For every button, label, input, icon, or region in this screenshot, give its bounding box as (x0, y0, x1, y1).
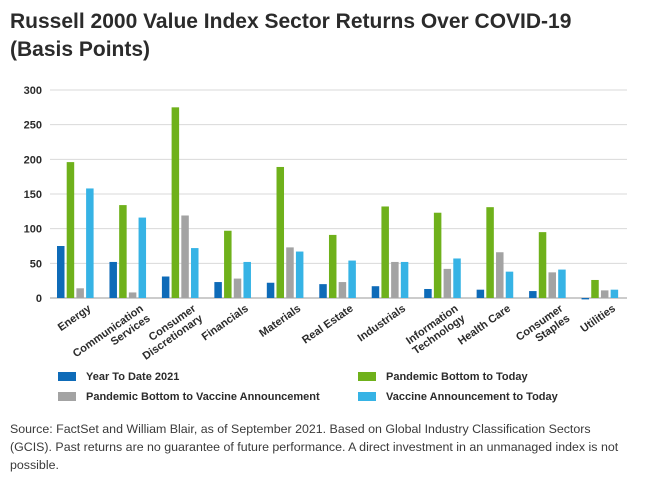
bar (600, 290, 609, 298)
bar (548, 272, 556, 298)
bar (66, 162, 75, 298)
y-tick-label: 0 (36, 293, 42, 305)
x-tick-label: Real Estate (300, 303, 355, 347)
x-tick-label: Financials (200, 303, 251, 344)
legend-label: Vaccine Announcement to Today (386, 391, 558, 403)
bar (476, 289, 485, 298)
bar (529, 291, 537, 298)
bar (161, 276, 170, 298)
legend-swatch (58, 391, 76, 401)
x-tick-label: ConsumerStaples (514, 302, 573, 353)
bar (171, 107, 180, 298)
bar (581, 298, 590, 300)
bar (496, 252, 504, 298)
chart-title: Russell 2000 Value Index Sector Returns … (10, 10, 572, 61)
bar (328, 234, 337, 298)
y-tick-label: 250 (24, 120, 42, 132)
legend-swatch (358, 391, 376, 401)
bar (109, 261, 117, 298)
legend-swatch (58, 371, 76, 381)
x-tick-label: Industrials (356, 303, 408, 345)
bar (57, 246, 65, 298)
bar (191, 248, 199, 298)
y-tick-label: 200 (24, 154, 42, 166)
bar (486, 207, 494, 298)
bar (233, 278, 242, 298)
bar (266, 282, 275, 298)
chart: 050100150200250300EnergyCommunicationSer… (24, 85, 627, 363)
bar (443, 268, 452, 298)
bar (128, 292, 137, 298)
bar (243, 261, 251, 298)
bar (610, 289, 619, 298)
x-tick-label: Utilities (578, 303, 617, 336)
legend-item-pandemic-bottom-to-today: Pandemic Bottom to Today (358, 370, 528, 384)
legend-label: Pandemic Bottom to Vaccine Announcement (86, 391, 320, 403)
x-tick-label: InformationTechnology (404, 302, 468, 357)
y-tick-label: 150 (24, 189, 42, 201)
bar (538, 232, 547, 298)
x-tick-label: Health Care (456, 303, 513, 348)
bar (138, 217, 147, 298)
bar (391, 261, 399, 298)
bar (276, 166, 285, 298)
legend-label: Year To Date 2021 (86, 371, 180, 383)
legend-label: Pandemic Bottom to Today (386, 371, 528, 383)
bar (558, 269, 566, 298)
x-tick-label: Energy (56, 302, 94, 334)
bar (76, 288, 84, 298)
bar (505, 271, 514, 298)
bar (433, 212, 442, 298)
x-tick-label: Materials (257, 303, 303, 340)
bar (424, 288, 432, 298)
bar (400, 261, 409, 298)
tick-labels: 050100150200250300EnergyCommunicationSer… (24, 85, 618, 363)
source-note: Source: FactSet and William Blair, as of… (10, 422, 619, 472)
bar (348, 260, 356, 298)
y-tick-label: 50 (30, 258, 42, 270)
y-tick-label: 300 (24, 85, 42, 97)
bar (286, 247, 294, 298)
bar (371, 286, 380, 298)
bar (453, 258, 461, 298)
y-tick-label: 100 (24, 224, 42, 236)
bar (119, 205, 127, 298)
bar (319, 284, 327, 298)
bar (338, 282, 347, 298)
bar (86, 188, 94, 298)
bar (224, 230, 232, 298)
bar (381, 206, 389, 298)
legend-item-vaccine-to-today: Vaccine Announcement to Today (358, 390, 558, 404)
legend-item-year-to-date: Year To Date 2021 (58, 370, 179, 384)
bar (591, 279, 599, 298)
legend-item-pandemic-bottom-to-vaccine: Pandemic Bottom to Vaccine Announcement (58, 390, 320, 404)
bar (214, 282, 222, 298)
bars (57, 107, 619, 300)
legend-swatch (358, 371, 376, 381)
bar (181, 215, 189, 298)
bar (295, 251, 304, 298)
